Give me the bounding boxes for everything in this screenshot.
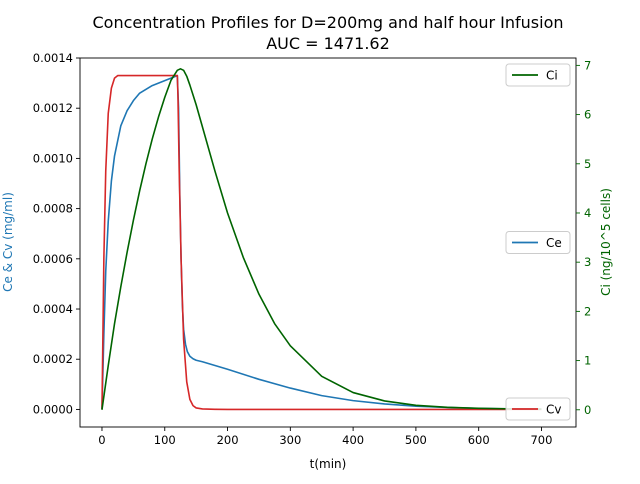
y-right-tick-label: 4 xyxy=(584,206,591,220)
y-left-tick-label: 0.0004 xyxy=(33,302,73,316)
plot-frame xyxy=(79,57,577,428)
y-right-tick-label: 1 xyxy=(584,354,591,368)
legend-ci: Ci xyxy=(505,63,571,87)
y-left-tick-label: 0.0008 xyxy=(33,202,73,216)
y-left-tick-label: 0.0006 xyxy=(33,252,73,266)
y-left-tick-label: 0.0012 xyxy=(33,101,73,115)
legend-label: Cv xyxy=(546,403,561,417)
legends: Ci Ce Cv xyxy=(505,63,571,421)
chart-title: Concentration Profiles for D=200mg and h… xyxy=(93,13,564,32)
y-right-tick-label: 3 xyxy=(584,255,591,269)
x-tick-label: 500 xyxy=(405,433,427,447)
y-right-tick-label: 0 xyxy=(584,403,591,417)
y-right-tick-label: 7 xyxy=(584,58,591,72)
series-line-ci xyxy=(101,68,542,410)
legend-cv: Cv xyxy=(505,397,571,421)
y-axis-label-right: Ci (ng/10^5 cells) xyxy=(599,188,613,296)
x-tick-label: 200 xyxy=(217,433,239,447)
plot-lines xyxy=(101,68,542,411)
legend-label: Ce xyxy=(546,236,562,250)
legend-ce: Ce xyxy=(505,231,571,254)
y-right-tick-label: 5 xyxy=(584,157,591,171)
chart-subtitle: AUC = 1471.62 xyxy=(266,34,390,53)
x-tick-label: 100 xyxy=(154,433,176,447)
legend-label: Ci xyxy=(546,69,558,83)
y-left-tick-label: 0.0014 xyxy=(33,51,73,65)
y-right-tick-label: 6 xyxy=(584,108,591,122)
x-tick-label: 400 xyxy=(342,433,364,447)
axes: 0 100 200 300 400 500 600 700 0.0000 0.0002 0.0004… xyxy=(33,51,592,447)
y-left-tick-label: 0.0000 xyxy=(33,402,73,416)
y-right-tick-label: 2 xyxy=(584,304,591,318)
y-left-tick-label: 0.0002 xyxy=(33,352,73,366)
y-axis-label-left: Ce & Cv (mg/ml) xyxy=(1,192,15,292)
series-line-cv xyxy=(101,74,542,411)
y-left-tick-label: 0.0010 xyxy=(33,151,73,165)
x-axis-label: t(min) xyxy=(310,457,347,471)
x-tick-label: 300 xyxy=(279,433,301,447)
x-tick-label: 0 xyxy=(98,433,105,447)
x-tick-label: 600 xyxy=(468,433,490,447)
x-tick-label: 700 xyxy=(530,433,552,447)
series-line-ce xyxy=(101,74,542,410)
